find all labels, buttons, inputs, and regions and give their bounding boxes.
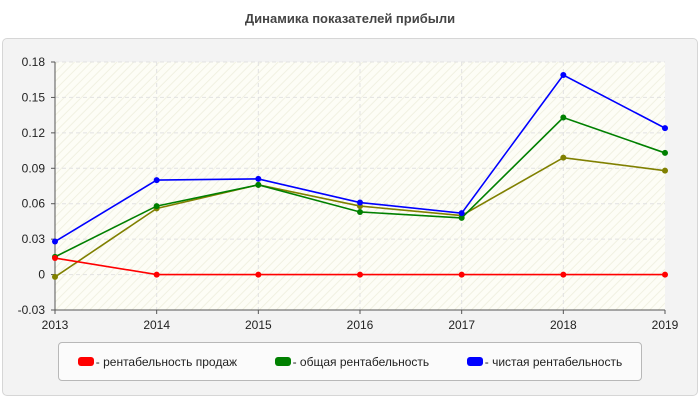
x-tick-label: 2014	[143, 318, 170, 332]
data-point	[560, 71, 567, 78]
x-tick-label: 2018	[550, 318, 577, 332]
legend-item: - рентабельность продаж	[77, 354, 238, 369]
x-tick-label: 2015	[245, 318, 272, 332]
data-point	[357, 199, 363, 206]
data-point	[560, 114, 567, 121]
chart-title: Динамика показателей прибыли	[244, 11, 456, 26]
legend-swatch	[466, 357, 483, 366]
y-tick-label: 0	[38, 268, 45, 282]
x-tick-label: 2019	[652, 318, 679, 332]
data-point	[52, 273, 58, 280]
x-tick-label: 2013	[42, 318, 69, 332]
data-point	[662, 271, 668, 278]
data-point	[153, 177, 160, 184]
legend-label: - общая рентабельность	[292, 354, 430, 369]
data-point	[458, 214, 465, 221]
data-point	[52, 238, 58, 245]
data-point	[357, 271, 363, 278]
x-tick-label: 2017	[448, 318, 475, 332]
data-point	[153, 203, 160, 210]
data-point	[255, 175, 262, 182]
x-tick-label: 2016	[347, 318, 374, 332]
y-tick-label: 0.03	[22, 232, 46, 246]
chart-legend: - рентабельность продаж - общая рентабель…	[58, 342, 642, 381]
legend-swatch	[274, 357, 291, 366]
data-point	[560, 154, 567, 161]
data-point	[255, 181, 262, 188]
data-point	[458, 210, 465, 217]
data-point	[153, 271, 160, 278]
y-tick-label: -0.03	[18, 303, 46, 317]
legend-item: - общая рентабельность	[274, 354, 430, 369]
y-tick-label: 0.18	[22, 55, 46, 69]
y-tick-label: 0.09	[22, 161, 46, 175]
legend-label: - чистая рентабельность	[484, 354, 623, 369]
y-tick-label: 0.12	[22, 126, 46, 140]
data-point	[662, 125, 668, 132]
data-point	[458, 271, 465, 278]
data-point	[52, 255, 58, 262]
data-point	[357, 208, 363, 215]
data-point	[560, 271, 567, 278]
data-point	[662, 149, 668, 156]
legend-swatch	[77, 357, 94, 366]
legend-item: - чистая рентабельность	[466, 354, 623, 369]
y-tick-label: 0.06	[22, 197, 46, 211]
data-point	[255, 271, 262, 278]
legend-label: - рентабельность продаж	[95, 354, 238, 369]
data-point	[662, 167, 668, 174]
y-tick-label: 0.15	[22, 90, 46, 104]
